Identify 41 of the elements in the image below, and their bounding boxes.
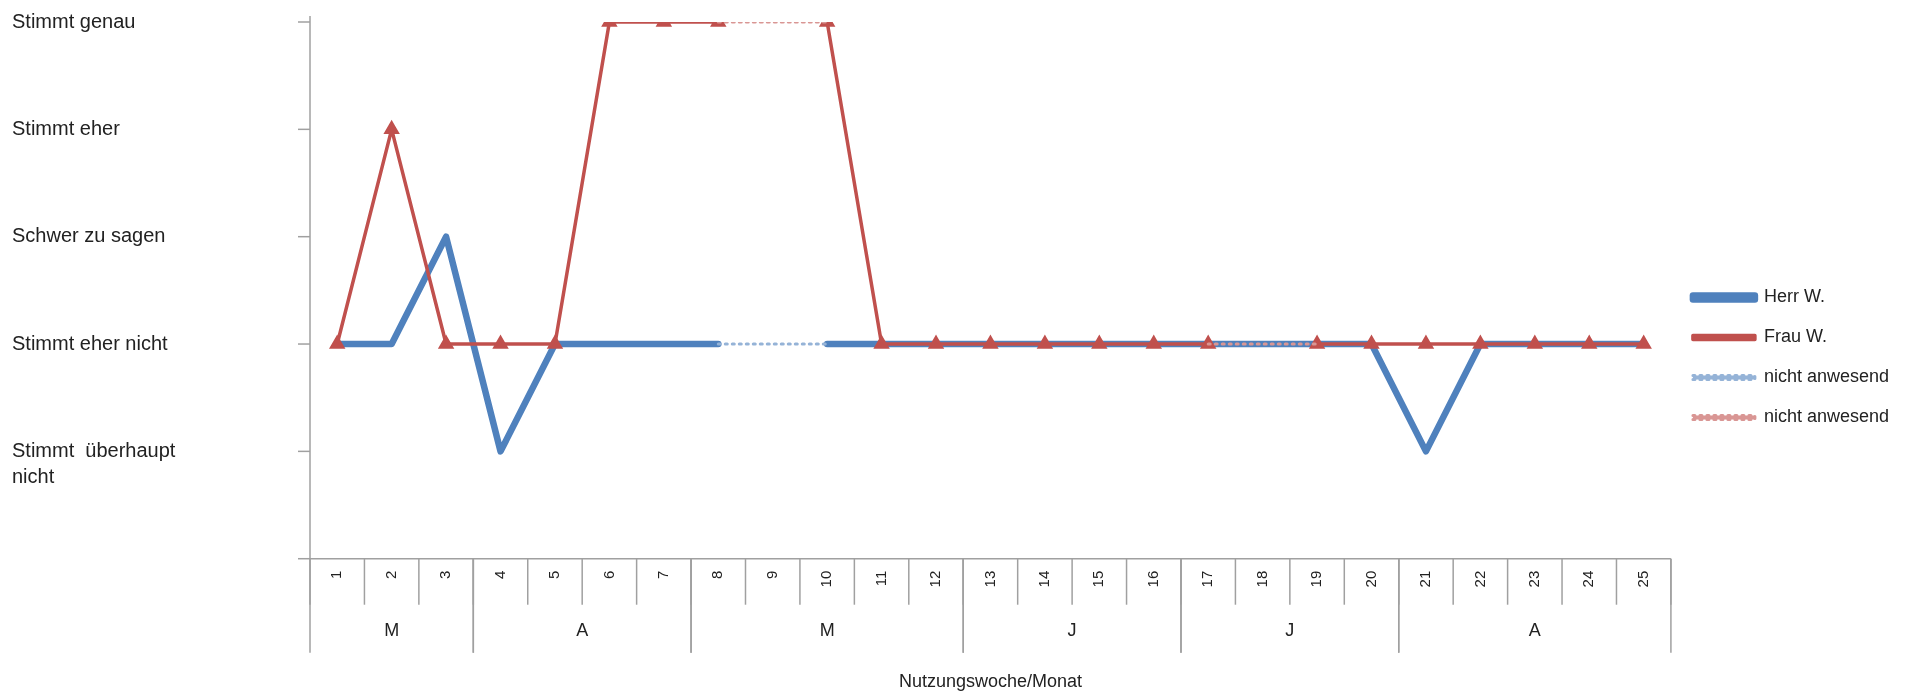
text: A [1528, 619, 1541, 640]
x-tick-label: 20 [1361, 570, 1379, 588]
x-tick-label: 2 [381, 570, 399, 580]
text: J [1067, 619, 1077, 640]
x-tick-label: 13 [980, 570, 998, 588]
legend-label: nicht anwesend [1763, 366, 1890, 387]
legend-label: Herr W. [1763, 286, 1825, 307]
x-tick-label: 5 [545, 570, 563, 580]
x-tick-label: 3 [436, 570, 454, 580]
text: Stimmt eher nicht [12, 331, 169, 354]
x-tick-label: 6 [599, 570, 617, 580]
x-tick-label: 12 [926, 570, 944, 588]
text: Stimmt überhaupt nicht [12, 438, 176, 487]
text: M [819, 619, 835, 640]
x-tick-label: 8 [708, 570, 726, 580]
x-tick-label: 4 [490, 570, 508, 580]
legend-label: nicht anwesend [1763, 406, 1890, 427]
x-tick-label: 7 [653, 570, 671, 580]
x-axis-title: Nutzungswoche/Monat [898, 671, 1083, 692]
x-tick-label: 19 [1307, 570, 1325, 588]
x-tick-label: 14 [1035, 570, 1053, 588]
text: Schwer zu sagen [12, 224, 166, 247]
x-tick-label: 22 [1470, 570, 1488, 588]
x-tick-label: 18 [1252, 570, 1270, 588]
legend-label: Frau W. [1763, 326, 1827, 347]
text: Stimmt genau [12, 9, 136, 32]
x-tick-label: 25 [1633, 570, 1651, 588]
x-tick-label: 21 [1416, 570, 1434, 588]
text: Stimmt eher [12, 116, 121, 139]
x-tick-label: 1 [327, 570, 345, 580]
x-tick-label: 16 [1143, 570, 1161, 588]
x-tick-label: 11 [871, 570, 889, 587]
x-tick-label: 17 [1198, 570, 1216, 588]
x-tick-label: 15 [1089, 570, 1107, 588]
x-tick-label: 24 [1579, 570, 1597, 588]
text: A [576, 619, 589, 640]
text: M [384, 619, 400, 640]
x-tick-label: 10 [817, 570, 835, 588]
x-tick-label: 9 [762, 570, 780, 580]
text: J [1285, 619, 1295, 640]
x-tick-label: 23 [1524, 570, 1542, 588]
